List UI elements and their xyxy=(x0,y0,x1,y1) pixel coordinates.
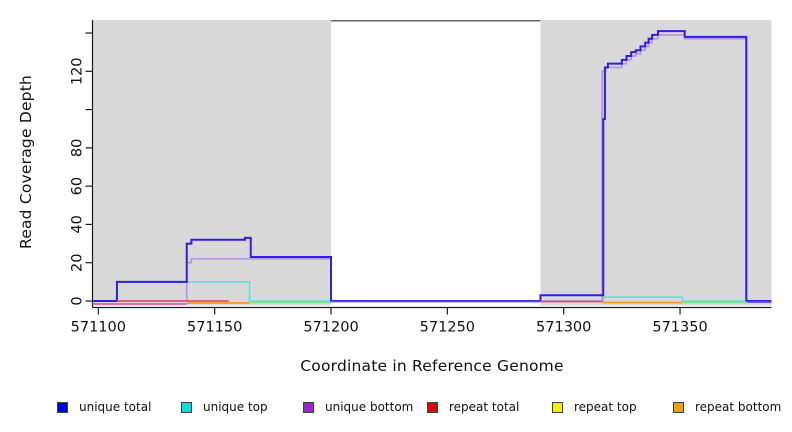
x-tick-label: 571300 xyxy=(536,320,591,336)
legend-item-repeat-top: repeat top xyxy=(552,396,637,418)
legend-item-unique-bottom: unique bottom xyxy=(303,396,413,418)
legend-label: unique bottom xyxy=(325,400,414,414)
legend-item-repeat-total: repeat total xyxy=(427,396,519,418)
legend-label: repeat bottom xyxy=(695,400,782,414)
y-axis-label: Read Coverage Depth xyxy=(17,74,35,250)
legend-label: unique top xyxy=(203,400,268,414)
y-tick-label: 80 xyxy=(70,139,86,157)
legend-label: repeat top xyxy=(574,400,637,414)
y-tick-label: 20 xyxy=(70,253,86,271)
legend-item-repeat-bottom: repeat bottom xyxy=(673,396,781,418)
legend-swatch xyxy=(181,401,192,413)
shaded-region xyxy=(92,20,332,306)
y-tick-label: 40 xyxy=(70,215,86,233)
shaded-region xyxy=(540,20,772,306)
legend-swatch xyxy=(552,401,563,413)
x-tick-label: 571250 xyxy=(420,320,475,336)
legend-label: unique total xyxy=(79,400,152,414)
plot-area: 571100 571150 571200 571250 571300 571350 0 20 4… xyxy=(70,20,772,336)
legend: unique total unique top unique bottom repea… xyxy=(0,396,792,422)
x-tick-label: 571150 xyxy=(187,320,242,336)
y-tick-label: 0 xyxy=(70,296,86,305)
x-tick-label: 571350 xyxy=(652,320,707,336)
series-unique-total xyxy=(92,30,772,302)
legend-swatch xyxy=(673,401,684,413)
legend-swatch xyxy=(427,401,438,413)
y-tick-label: 60 xyxy=(70,177,86,195)
legend-item-unique-total: unique total xyxy=(57,396,151,418)
x-tick-label: 571200 xyxy=(303,320,358,336)
legend-item-unique-top: unique top xyxy=(181,396,268,418)
x-tick-label: 571100 xyxy=(71,320,126,336)
legend-swatch xyxy=(57,401,68,413)
y-tick-label: 120 xyxy=(70,57,86,85)
x-axis-label: Coordinate in Reference Genome xyxy=(300,357,564,375)
legend-swatch xyxy=(303,401,314,413)
legend-label: repeat total xyxy=(449,400,520,414)
